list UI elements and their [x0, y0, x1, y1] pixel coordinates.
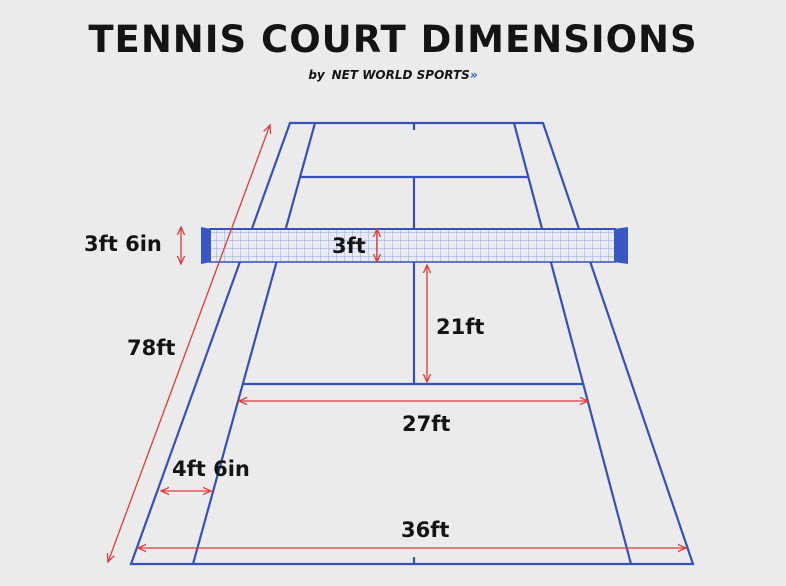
brand-name: NET WORLD SPORTS	[331, 68, 470, 82]
net-mesh-grid	[209, 229, 616, 262]
doubles-outline	[129, 121, 695, 566]
right-net-post	[614, 227, 628, 264]
service-line-distance-label: 21ft	[436, 315, 484, 339]
left-net-post	[201, 227, 211, 264]
court-lines	[129, 121, 695, 566]
singles-width-label: 27ft	[402, 412, 450, 436]
brand-byline: by NET WORLD SPORTS»	[0, 68, 786, 82]
net-post-height-label: 3ft 6in	[84, 232, 162, 256]
court-length-arrow	[108, 125, 270, 562]
brand-chevron-icon: »	[469, 68, 478, 82]
byline-prefix: by	[308, 68, 325, 82]
dimension-labels: 3ft 6in 3ft 78ft 21ft 27ft 4ft 6in 36ft	[84, 232, 484, 542]
alley-width-label: 4ft 6in	[172, 457, 250, 481]
measurement-lines	[108, 125, 686, 562]
right-singles-sideline	[512, 122, 633, 565]
page-title: TENNIS COURT DIMENSIONS	[88, 18, 698, 61]
court-length-label: 78ft	[127, 336, 175, 360]
net	[201, 227, 628, 264]
doubles-width-label: 36ft	[401, 518, 449, 542]
net-center-height-label: 3ft	[332, 234, 366, 258]
